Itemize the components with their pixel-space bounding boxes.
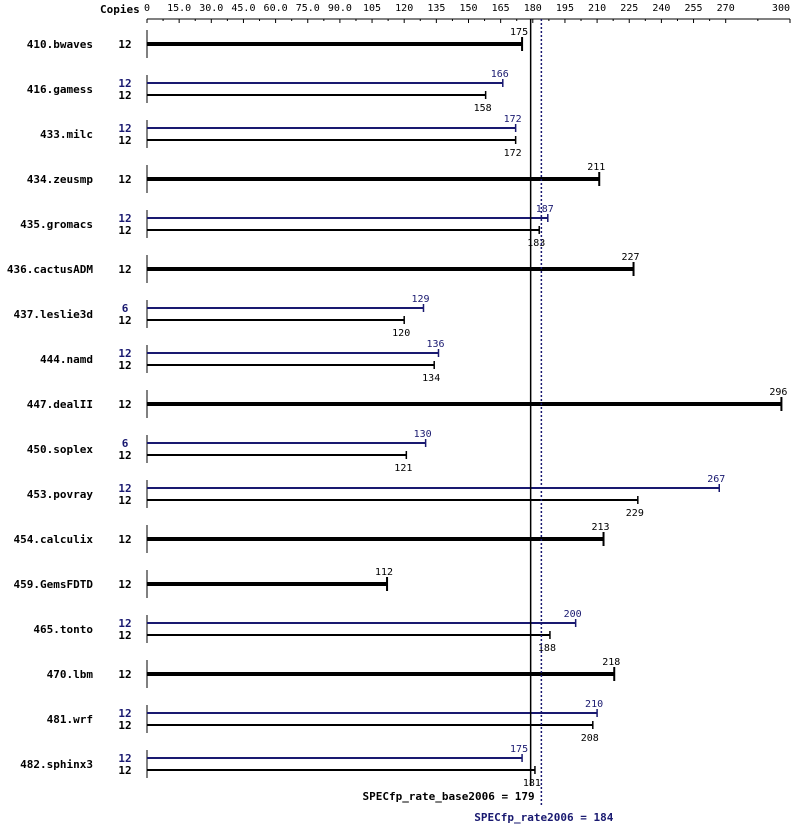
benchmark-label: 435.gromacs: [20, 218, 93, 231]
base-value-label: 112: [375, 567, 393, 578]
base-value-label: 229: [626, 508, 644, 519]
x-tick-label: 225: [620, 3, 638, 14]
benchmark-label: 444.namd: [40, 353, 93, 366]
base-value-label: 134: [422, 373, 440, 384]
peak-value-label: 175: [510, 744, 528, 755]
benchmark-label: 482.sphinx3: [20, 758, 93, 771]
peak-value-label: 187: [536, 204, 554, 215]
x-tick-label: 15.0: [167, 3, 191, 14]
peak-value-label: 210: [585, 699, 603, 710]
base-copies: 12: [118, 89, 131, 102]
x-tick-label: 270: [717, 3, 735, 14]
x-tick-label: 75.0: [296, 3, 320, 14]
base-copies: 12: [118, 38, 131, 51]
base-value-label: 175: [510, 27, 528, 38]
base-value-label: 181: [523, 778, 541, 789]
base-value-label: 158: [474, 103, 492, 114]
benchmark-label: 459.GemsFDTD: [14, 578, 94, 591]
peak-summary-label: SPECfp_rate2006 = 184: [474, 811, 613, 824]
x-tick-label: 135: [427, 3, 445, 14]
x-tick-label: 45.0: [231, 3, 255, 14]
benchmark-label: 434.zeusmp: [27, 173, 94, 186]
base-copies: 12: [118, 359, 131, 372]
x-tick-label: 120: [395, 3, 413, 14]
peak-value-label: 172: [504, 114, 522, 125]
x-tick-label: 195: [556, 3, 574, 14]
base-value-label: 120: [392, 328, 410, 339]
benchmark-label: 481.wrf: [47, 713, 93, 726]
x-tick-label: 210: [588, 3, 606, 14]
base-copies: 12: [118, 173, 131, 186]
base-value-label: 121: [394, 463, 412, 474]
base-copies: 12: [118, 533, 131, 546]
x-tick-label: 300: [772, 3, 790, 14]
base-copies: 12: [118, 494, 131, 507]
x-tick-label: 0: [144, 3, 150, 14]
peak-value-label: 200: [564, 609, 582, 620]
base-summary-label: SPECfp_rate_base2006 = 179: [362, 790, 534, 803]
benchmark-label: 450.soplex: [27, 443, 94, 456]
x-tick-label: 180: [524, 3, 542, 14]
x-tick-label: 165: [492, 3, 510, 14]
base-value-label: 211: [587, 162, 605, 173]
x-tick-label: 30.0: [199, 3, 223, 14]
x-tick-label: 240: [652, 3, 670, 14]
benchmark-label: 437.leslie3d: [14, 308, 93, 321]
peak-copies: 12: [118, 122, 131, 135]
base-copies: 12: [118, 134, 131, 147]
base-copies: 12: [118, 224, 131, 237]
peak-value-label: 129: [411, 294, 429, 305]
base-value-label: 296: [769, 387, 787, 398]
peak-value-label: 130: [414, 429, 432, 440]
base-value-label: 213: [591, 522, 609, 533]
base-value-label: 208: [581, 733, 599, 744]
base-copies: 12: [118, 719, 131, 732]
peak-copies: 12: [118, 752, 131, 765]
benchmark-label: 410.bwaves: [27, 38, 93, 51]
base-copies: 12: [118, 449, 131, 462]
x-tick-label: 150: [459, 3, 477, 14]
peak-value-label: 136: [426, 339, 444, 350]
benchmark-label: 416.gamess: [27, 83, 93, 96]
peak-copies: 6: [122, 302, 129, 315]
base-copies: 12: [118, 398, 131, 411]
base-copies: 12: [118, 263, 131, 276]
x-tick-label: 90.0: [328, 3, 352, 14]
peak-copies: 12: [118, 77, 131, 90]
base-copies: 12: [118, 668, 131, 681]
base-value-label: 227: [621, 252, 639, 263]
peak-copies: 6: [122, 437, 129, 450]
copies-header: Copies: [100, 3, 140, 16]
base-value-label: 183: [527, 238, 545, 249]
peak-copies: 12: [118, 482, 131, 495]
x-tick-label: 255: [685, 3, 703, 14]
benchmark-label: 453.povray: [27, 488, 94, 501]
base-value-label: 188: [538, 643, 556, 654]
base-value-label: 172: [504, 148, 522, 159]
benchmark-label: 447.dealII: [27, 398, 93, 411]
benchmark-label: 465.tonto: [33, 623, 93, 636]
base-value-label: 218: [602, 657, 620, 668]
base-copies: 12: [118, 578, 131, 591]
base-copies: 12: [118, 764, 131, 777]
x-tick-label: 105: [363, 3, 381, 14]
benchmark-label: 436.cactusADM: [7, 263, 93, 276]
base-copies: 12: [118, 314, 131, 327]
peak-value-label: 166: [491, 69, 509, 80]
benchmark-label: 470.lbm: [47, 668, 94, 681]
benchmark-label: 454.calculix: [14, 533, 94, 546]
base-copies: 12: [118, 629, 131, 642]
x-tick-label: 60.0: [264, 3, 288, 14]
benchmark-label: 433.milc: [40, 128, 93, 141]
peak-copies: 12: [118, 347, 131, 360]
peak-value-label: 267: [707, 474, 725, 485]
peak-copies: 12: [118, 212, 131, 225]
peak-copies: 12: [118, 707, 131, 720]
peak-copies: 12: [118, 617, 131, 630]
